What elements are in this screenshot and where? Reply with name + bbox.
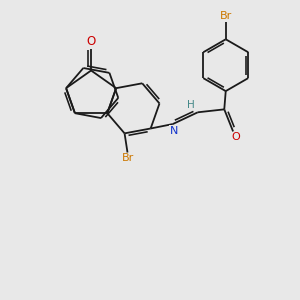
Text: N: N [170,126,178,136]
Text: Br: Br [122,153,134,164]
Text: Br: Br [220,11,232,21]
Text: O: O [86,35,96,48]
Text: H: H [188,100,195,110]
Text: O: O [232,132,240,142]
